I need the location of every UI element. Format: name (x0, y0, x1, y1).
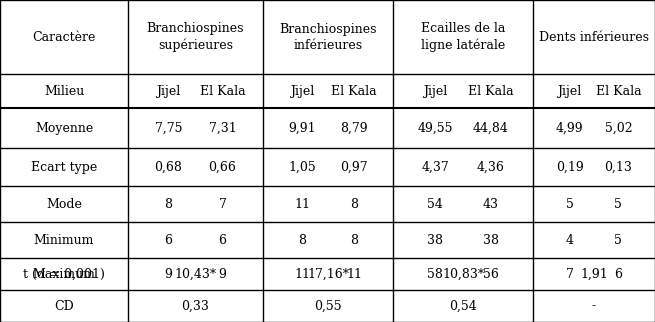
Text: 0,68: 0,68 (155, 160, 183, 174)
Text: 1,05: 1,05 (288, 160, 316, 174)
Text: 0,55: 0,55 (314, 299, 342, 312)
Text: 0,19: 0,19 (555, 160, 584, 174)
Text: 11: 11 (294, 268, 310, 280)
Text: 7: 7 (219, 197, 227, 211)
Text: 8: 8 (164, 197, 172, 211)
Text: 9,91: 9,91 (288, 121, 316, 135)
Text: 38: 38 (427, 233, 443, 247)
Text: 11: 11 (294, 197, 310, 211)
Text: 38: 38 (483, 233, 499, 247)
Text: 4,37: 4,37 (421, 160, 449, 174)
Text: 49,55: 49,55 (417, 121, 453, 135)
Text: 5: 5 (566, 197, 574, 211)
Text: El Kala: El Kala (468, 84, 514, 98)
Text: Jijel: Jijel (423, 84, 447, 98)
Text: Caractère: Caractère (32, 31, 96, 43)
Text: 0,13: 0,13 (605, 160, 632, 174)
Text: 0,66: 0,66 (208, 160, 236, 174)
Text: Minimum: Minimum (34, 233, 94, 247)
Text: 11: 11 (346, 268, 362, 280)
Text: 8,79: 8,79 (340, 121, 368, 135)
Text: 54: 54 (427, 197, 443, 211)
Text: Milieu: Milieu (44, 84, 84, 98)
Text: 5: 5 (614, 233, 622, 247)
Text: El Kala: El Kala (331, 84, 377, 98)
Text: 4,99: 4,99 (556, 121, 584, 135)
Text: 8: 8 (350, 197, 358, 211)
Text: Ecart type: Ecart type (31, 160, 97, 174)
Text: Maximum: Maximum (33, 268, 96, 280)
Text: Jijel: Jijel (557, 84, 582, 98)
Text: 43: 43 (483, 197, 499, 211)
Text: 8: 8 (298, 233, 306, 247)
Text: Ecailles de la
ligne latérale: Ecailles de la ligne latérale (421, 22, 505, 52)
Text: 1,91: 1,91 (580, 268, 608, 280)
Text: 5,02: 5,02 (605, 121, 632, 135)
Text: El Kala: El Kala (200, 84, 246, 98)
Text: -: - (592, 299, 596, 312)
Text: 6: 6 (164, 233, 172, 247)
Text: CD: CD (54, 299, 74, 312)
Text: 7,31: 7,31 (209, 121, 236, 135)
Text: Jijel: Jijel (157, 84, 181, 98)
Text: 58: 58 (427, 268, 443, 280)
Text: 17,16*: 17,16* (307, 268, 349, 280)
Text: t (α = 0,001): t (α = 0,001) (23, 268, 105, 280)
Text: 0,97: 0,97 (340, 160, 368, 174)
Text: 0,33: 0,33 (181, 299, 210, 312)
Text: 44,84: 44,84 (473, 121, 509, 135)
Text: 6: 6 (219, 233, 227, 247)
Text: 0,54: 0,54 (449, 299, 477, 312)
Text: 56: 56 (483, 268, 499, 280)
Text: 4: 4 (566, 233, 574, 247)
Text: 9: 9 (219, 268, 227, 280)
Text: 4,36: 4,36 (477, 160, 505, 174)
Text: El Kala: El Kala (595, 84, 641, 98)
Text: Jijel: Jijel (290, 84, 314, 98)
Text: 7: 7 (566, 268, 574, 280)
Text: Moyenne: Moyenne (35, 121, 93, 135)
Text: Dents inférieures: Dents inférieures (539, 31, 649, 43)
Text: Branchiospines
supérieures: Branchiospines supérieures (147, 22, 244, 52)
Text: Mode: Mode (46, 197, 82, 211)
Text: 10,83*: 10,83* (442, 268, 484, 280)
Text: 5: 5 (614, 197, 622, 211)
Text: 8: 8 (350, 233, 358, 247)
Text: 7,75: 7,75 (155, 121, 182, 135)
Text: 6: 6 (614, 268, 622, 280)
Text: 10,43*: 10,43* (174, 268, 217, 280)
Text: 9: 9 (164, 268, 172, 280)
Text: Branchiospines
inférieures: Branchiospines inférieures (279, 23, 377, 52)
